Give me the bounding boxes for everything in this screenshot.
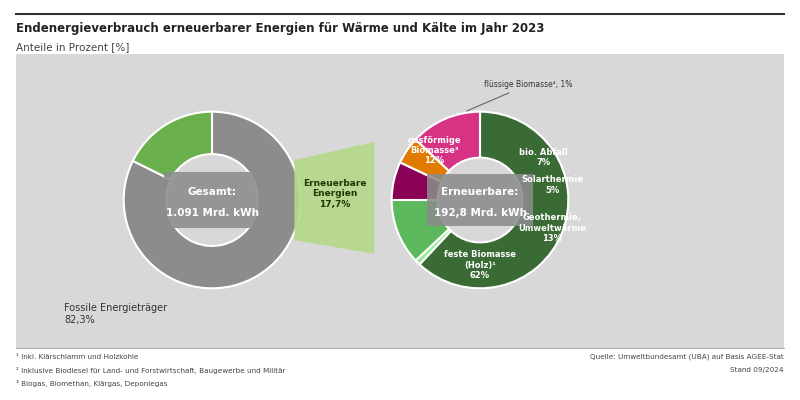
Text: bio. Abfall
7%: bio. Abfall 7% — [519, 148, 568, 167]
FancyBboxPatch shape — [427, 174, 533, 226]
Text: Geothermie,
Umweltwärme
13%: Geothermie, Umweltwärme 13% — [518, 213, 586, 243]
Text: 192,8 Mrd. kWh: 192,8 Mrd. kWh — [434, 208, 526, 218]
Text: Gesamt:: Gesamt: — [187, 187, 237, 197]
FancyBboxPatch shape — [16, 54, 784, 348]
Wedge shape — [400, 140, 449, 182]
Text: ³ Biogas, Biomethan, Klärgas, Deponlegas: ³ Biogas, Biomethan, Klärgas, Deponlegas — [16, 380, 167, 387]
Wedge shape — [392, 200, 449, 260]
Wedge shape — [416, 112, 480, 171]
Text: 1.091 Mrd. kWh: 1.091 Mrd. kWh — [166, 208, 258, 218]
Text: Solarthermie
5%: Solarthermie 5% — [522, 175, 583, 195]
Text: Erneuerbare:: Erneuerbare: — [442, 187, 518, 197]
Text: ¹ Inkl. Klärschlamm und Holzkohle: ¹ Inkl. Klärschlamm und Holzkohle — [16, 354, 138, 360]
Wedge shape — [133, 112, 212, 180]
Polygon shape — [294, 142, 374, 254]
FancyBboxPatch shape — [164, 172, 260, 228]
Text: ² Inklusive Biodiesel für Land- und Forstwirtschaft, Baugewerbe und Militär: ² Inklusive Biodiesel für Land- und Fors… — [16, 367, 286, 374]
Text: Erneuerbare
Energien
17,7%: Erneuerbare Energien 17,7% — [302, 179, 366, 209]
Text: Endenergieverbrauch erneuerbarer Energien für Wärme und Kälte im Jahr 2023: Endenergieverbrauch erneuerbarer Energie… — [16, 22, 544, 35]
Text: Fossile Energieträger
82,3%: Fossile Energieträger 82,3% — [64, 303, 167, 325]
Text: gasförmige
Biomasse³
12%: gasförmige Biomasse³ 12% — [407, 136, 461, 166]
Wedge shape — [392, 162, 442, 200]
Wedge shape — [416, 229, 451, 264]
Text: Quelle: Umweltbundesamt (UBA) auf Basis AGEE-Stat: Quelle: Umweltbundesamt (UBA) auf Basis … — [590, 354, 784, 360]
Text: Stand 09/2024: Stand 09/2024 — [730, 367, 784, 373]
Wedge shape — [419, 112, 568, 288]
Text: Anteile in Prozent [%]: Anteile in Prozent [%] — [16, 42, 130, 52]
Text: flüssige Biomasse⁴, 1%: flüssige Biomasse⁴, 1% — [466, 80, 573, 111]
Text: feste Biomasse
(Holz)¹
62%: feste Biomasse (Holz)¹ 62% — [444, 250, 516, 280]
Wedge shape — [124, 112, 300, 288]
